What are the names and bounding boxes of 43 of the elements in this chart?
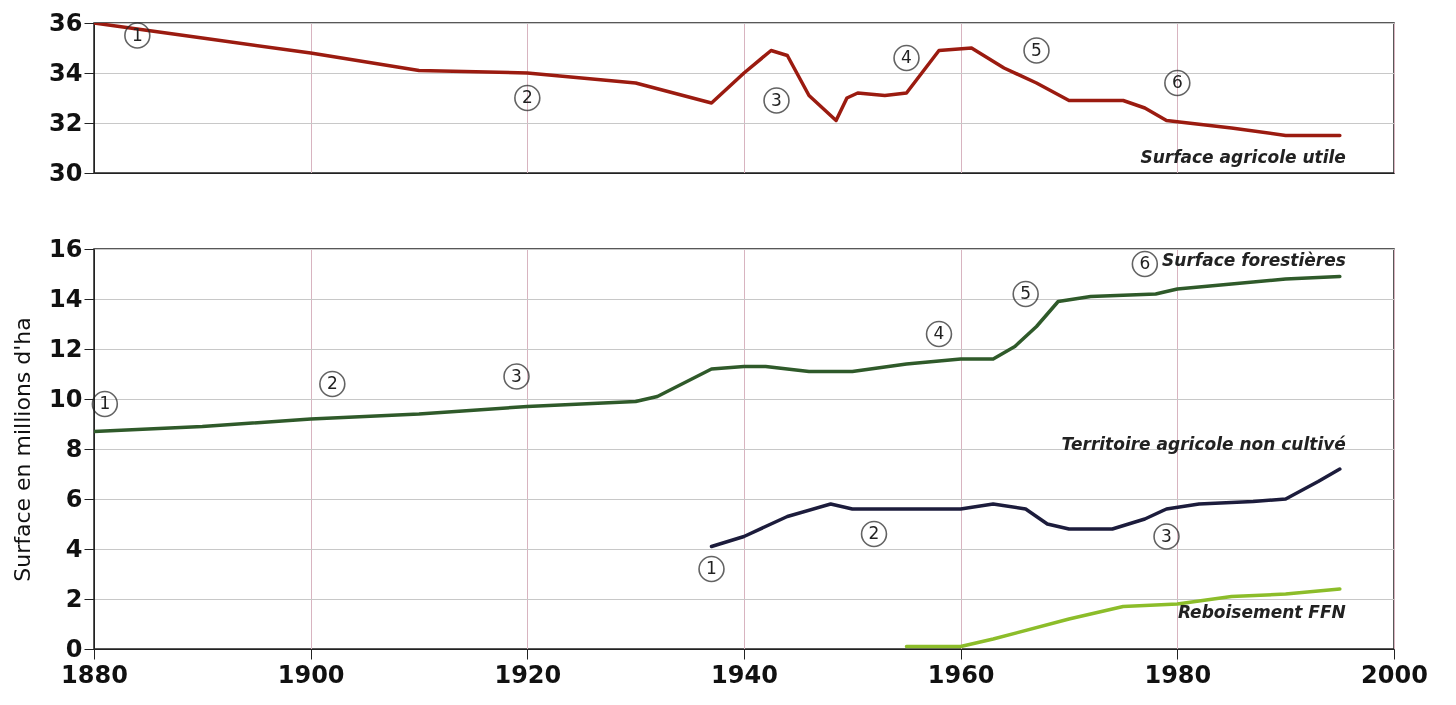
x-tick-label: 2000 xyxy=(1361,660,1428,689)
y-tick-label: 32 xyxy=(49,108,83,137)
annotation: 4 xyxy=(901,47,912,67)
annotation: 2 xyxy=(326,373,338,393)
annotation: 5 xyxy=(1020,283,1032,303)
y-tick-label: 4 xyxy=(65,534,83,563)
annotation: 2 xyxy=(521,87,533,107)
line-series xyxy=(709,467,1342,549)
annotation: 6 xyxy=(1139,253,1151,273)
annotation: 3 xyxy=(771,89,782,110)
y-tick-label: 10 xyxy=(49,384,83,413)
x-tick-label: 1960 xyxy=(927,660,995,689)
x-tick-label: 1980 xyxy=(1144,660,1212,689)
x-tick-label: 1920 xyxy=(494,660,562,689)
series-label: Surface agricole utile xyxy=(1140,146,1346,167)
y-tick-label: 16 xyxy=(49,234,83,263)
series-label: Surface forestières xyxy=(1162,249,1346,270)
y-tick-label: 8 xyxy=(65,434,83,463)
y-tick-label: 34 xyxy=(49,58,83,87)
line-series xyxy=(94,274,1342,434)
x-tick-label: 1900 xyxy=(277,660,345,689)
y-tick-label: 6 xyxy=(65,484,83,513)
y-tick-label: 0 xyxy=(65,634,83,663)
annotation: 2 xyxy=(868,523,880,543)
annotation: 3 xyxy=(1161,525,1172,546)
annotation: 6 xyxy=(1171,72,1183,92)
annotation: 5 xyxy=(1031,39,1042,60)
x-tick-label: 1940 xyxy=(711,660,778,689)
annotation: 1 xyxy=(706,558,717,578)
series-label: Reboisement FFN xyxy=(1177,602,1346,622)
y-tick-label: 30 xyxy=(49,158,83,187)
line-series xyxy=(94,23,1342,138)
annotation: 3 xyxy=(511,365,522,386)
y-tick-label: 12 xyxy=(49,334,83,363)
y-axis-title: Surface en millions d'ha xyxy=(10,317,36,582)
annotation: 1 xyxy=(99,393,111,413)
y-tick-label: 14 xyxy=(49,284,83,313)
annotation: 4 xyxy=(933,323,945,343)
y-tick-label: 2 xyxy=(65,584,83,613)
x-tick-label: 1880 xyxy=(61,660,128,689)
annotation: 1 xyxy=(131,24,143,45)
series-label: Territoire agricole non cultivé xyxy=(1061,434,1347,454)
y-tick-label: 36 xyxy=(49,8,83,37)
